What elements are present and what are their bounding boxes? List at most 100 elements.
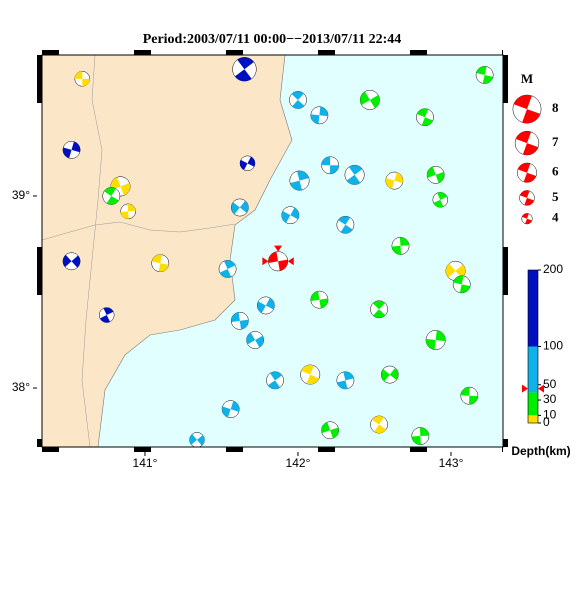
ball-quadrant (346, 174, 361, 185)
ball-quadrant (104, 187, 116, 196)
ball-quadrant (419, 427, 429, 437)
frame-bar (134, 50, 151, 55)
ball-quadrant (460, 387, 470, 396)
ball-quadrant (469, 395, 478, 405)
ball-quadrant (239, 159, 248, 171)
ball-quadrant (525, 218, 532, 224)
ball-quadrant (247, 156, 255, 167)
ball-quadrant (337, 380, 348, 389)
ball-quadrant (515, 131, 532, 144)
event (385, 171, 404, 190)
ball-quadrant (394, 172, 403, 184)
event (432, 192, 449, 208)
depth-tick-label: 30 (543, 392, 557, 406)
ball-quadrant (255, 335, 264, 348)
depth-tick-label: 100 (543, 339, 563, 353)
ball-quadrant (231, 312, 240, 323)
selected-marker (262, 257, 269, 266)
ball-quadrant (270, 371, 283, 381)
ball-quadrant (267, 380, 280, 389)
frame-bar (318, 447, 335, 452)
ball-quadrant (127, 203, 136, 212)
frame-bar (318, 50, 335, 55)
frame-bar (226, 447, 243, 452)
legend-label: 7 (552, 134, 559, 149)
ball-quadrant (391, 245, 402, 255)
ball-quadrant (158, 263, 169, 272)
ball-quadrant (522, 143, 539, 156)
event (62, 141, 81, 159)
ball-quadrant (82, 78, 90, 87)
event (321, 421, 339, 440)
ball-quadrant (476, 66, 487, 75)
event (425, 330, 446, 350)
frame-bar (37, 247, 42, 295)
events (62, 57, 494, 447)
ball-quadrant (99, 315, 111, 323)
ball-quadrant (360, 91, 370, 105)
land (42, 55, 293, 447)
frame-bar (42, 50, 59, 55)
ball-quadrant (435, 330, 446, 342)
ball-quadrant (374, 424, 387, 434)
ball-quadrant (120, 182, 131, 196)
ball-quadrant (321, 156, 331, 166)
event (239, 155, 256, 172)
ball-quadrant (425, 338, 436, 350)
ball-quadrant (455, 264, 466, 279)
ball-quadrant (265, 297, 275, 310)
event (289, 91, 307, 109)
event (232, 57, 257, 82)
ball-quadrant (71, 141, 81, 153)
ball-quadrant (230, 400, 240, 412)
event (230, 311, 249, 330)
x-tick-label: 141° (133, 456, 158, 470)
ball-quadrant (389, 367, 399, 381)
ball-quadrant (399, 237, 410, 246)
ball-quadrant (524, 197, 535, 206)
legend-label: 6 (552, 164, 559, 179)
ball-quadrant (411, 436, 421, 445)
event (426, 165, 445, 184)
ball-quadrant (343, 371, 354, 381)
event (62, 252, 81, 271)
ball-quadrant (239, 319, 249, 330)
ball-quadrant (120, 211, 129, 219)
event (281, 206, 300, 225)
ball-quadrant (290, 180, 303, 191)
frame-bar (134, 447, 151, 452)
ball-quadrant (340, 224, 353, 234)
ball-quadrant (519, 190, 530, 198)
x-tick-label: 143° (439, 456, 464, 470)
ball-quadrant (237, 57, 254, 70)
event (230, 198, 249, 217)
ball-quadrant (257, 301, 266, 314)
event (416, 108, 434, 127)
ball-quadrant (246, 332, 256, 345)
ball-quadrant (385, 178, 395, 189)
depth-marker (522, 384, 544, 393)
ball-quadrant (381, 369, 390, 382)
depth-tick-label: 200 (543, 262, 563, 276)
magnitude-legend-title: M (521, 71, 533, 86)
event (268, 251, 289, 272)
ball-quadrant (223, 260, 236, 269)
ball-quadrant (74, 71, 83, 79)
frame-ticks (37, 50, 508, 452)
legend-label: 5 (552, 189, 559, 204)
ball-quadrant (523, 172, 537, 183)
frame-bar (42, 447, 59, 452)
ball-quadrant (372, 300, 386, 310)
ball-quadrant (110, 177, 121, 190)
ball-quadrant (371, 415, 384, 425)
legend-label: 8 (552, 100, 559, 115)
event (189, 432, 205, 447)
ball-quadrant (373, 309, 386, 318)
x-tick-label: 142° (286, 456, 311, 470)
ball-quadrant (329, 165, 339, 174)
prefecture-border (41, 221, 236, 241)
ball-quadrant (459, 284, 471, 293)
event (391, 237, 410, 255)
depth-band (528, 346, 538, 393)
